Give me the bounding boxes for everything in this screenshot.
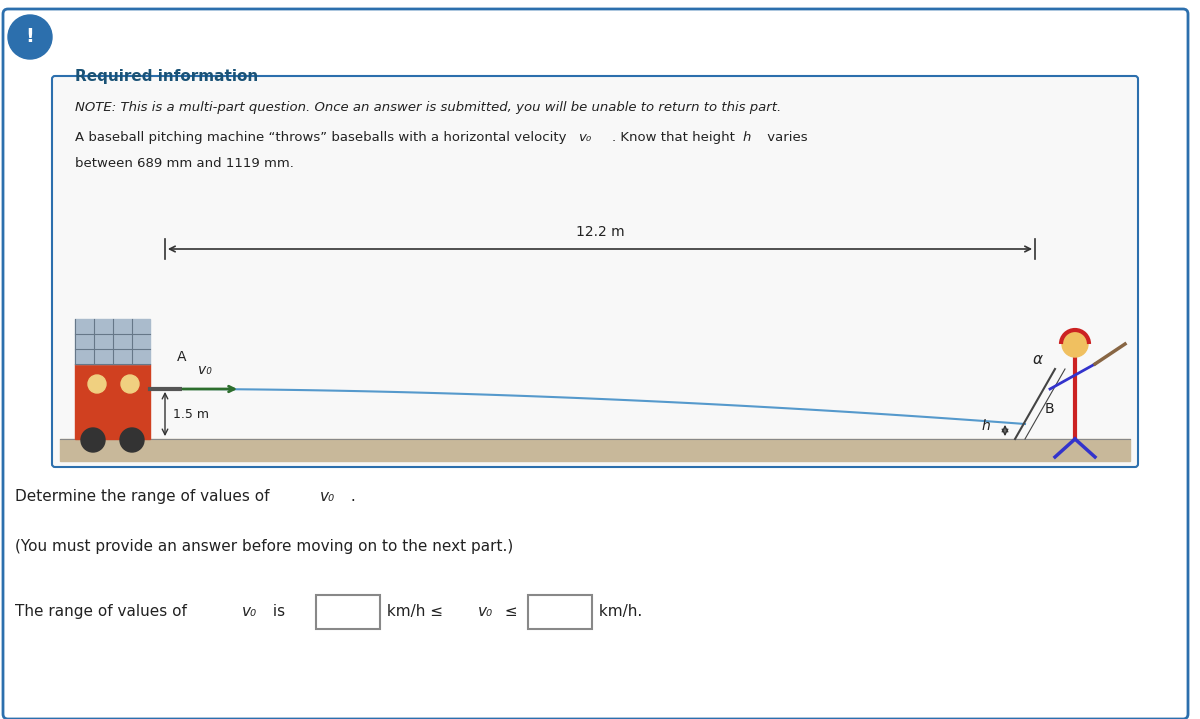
Bar xyxy=(74,319,150,364)
FancyBboxPatch shape xyxy=(316,595,380,629)
Text: α: α xyxy=(1033,352,1043,367)
FancyBboxPatch shape xyxy=(528,595,592,629)
Text: NOTE: This is a multi-part question. Once an answer is submitted, you will be un: NOTE: This is a multi-part question. Onc… xyxy=(74,101,781,114)
Text: v₀: v₀ xyxy=(242,604,257,619)
Text: ≤: ≤ xyxy=(500,604,522,619)
Text: The range of values of: The range of values of xyxy=(14,604,192,619)
Circle shape xyxy=(1062,331,1088,357)
Text: v₀: v₀ xyxy=(478,604,493,619)
Circle shape xyxy=(88,375,106,393)
Text: varies: varies xyxy=(763,131,808,144)
Text: km/h ≤: km/h ≤ xyxy=(382,604,448,619)
Text: v₀: v₀ xyxy=(320,489,335,504)
Text: 12.2 m: 12.2 m xyxy=(576,225,624,239)
Text: is: is xyxy=(268,604,290,619)
Text: A: A xyxy=(178,350,186,364)
Bar xyxy=(1050,319,1126,439)
FancyBboxPatch shape xyxy=(52,76,1138,467)
Text: (You must provide an answer before moving on to the next part.): (You must provide an answer before movin… xyxy=(14,539,514,554)
Text: .: . xyxy=(346,489,355,504)
Text: v₀: v₀ xyxy=(578,131,592,144)
Text: Determine the range of values of: Determine the range of values of xyxy=(14,489,275,504)
Circle shape xyxy=(121,375,139,393)
Text: !: ! xyxy=(25,27,35,47)
Text: km/h.: km/h. xyxy=(594,604,642,619)
Text: between 689 mm and 1119 mm.: between 689 mm and 1119 mm. xyxy=(74,157,294,170)
Circle shape xyxy=(8,15,52,59)
Bar xyxy=(60,439,1130,461)
FancyBboxPatch shape xyxy=(2,9,1188,719)
Text: A baseball pitching machine “throws” baseballs with a horizontal velocity: A baseball pitching machine “throws” bas… xyxy=(74,131,571,144)
Circle shape xyxy=(82,428,106,452)
Text: h: h xyxy=(982,419,990,434)
Bar xyxy=(74,364,150,439)
Text: v₀: v₀ xyxy=(198,363,212,377)
Text: Required information: Required information xyxy=(74,69,258,84)
Text: 1.5 m: 1.5 m xyxy=(173,408,209,421)
Text: B: B xyxy=(1045,402,1055,416)
Circle shape xyxy=(120,428,144,452)
Text: . Know that height: . Know that height xyxy=(612,131,739,144)
Text: h: h xyxy=(743,131,751,144)
